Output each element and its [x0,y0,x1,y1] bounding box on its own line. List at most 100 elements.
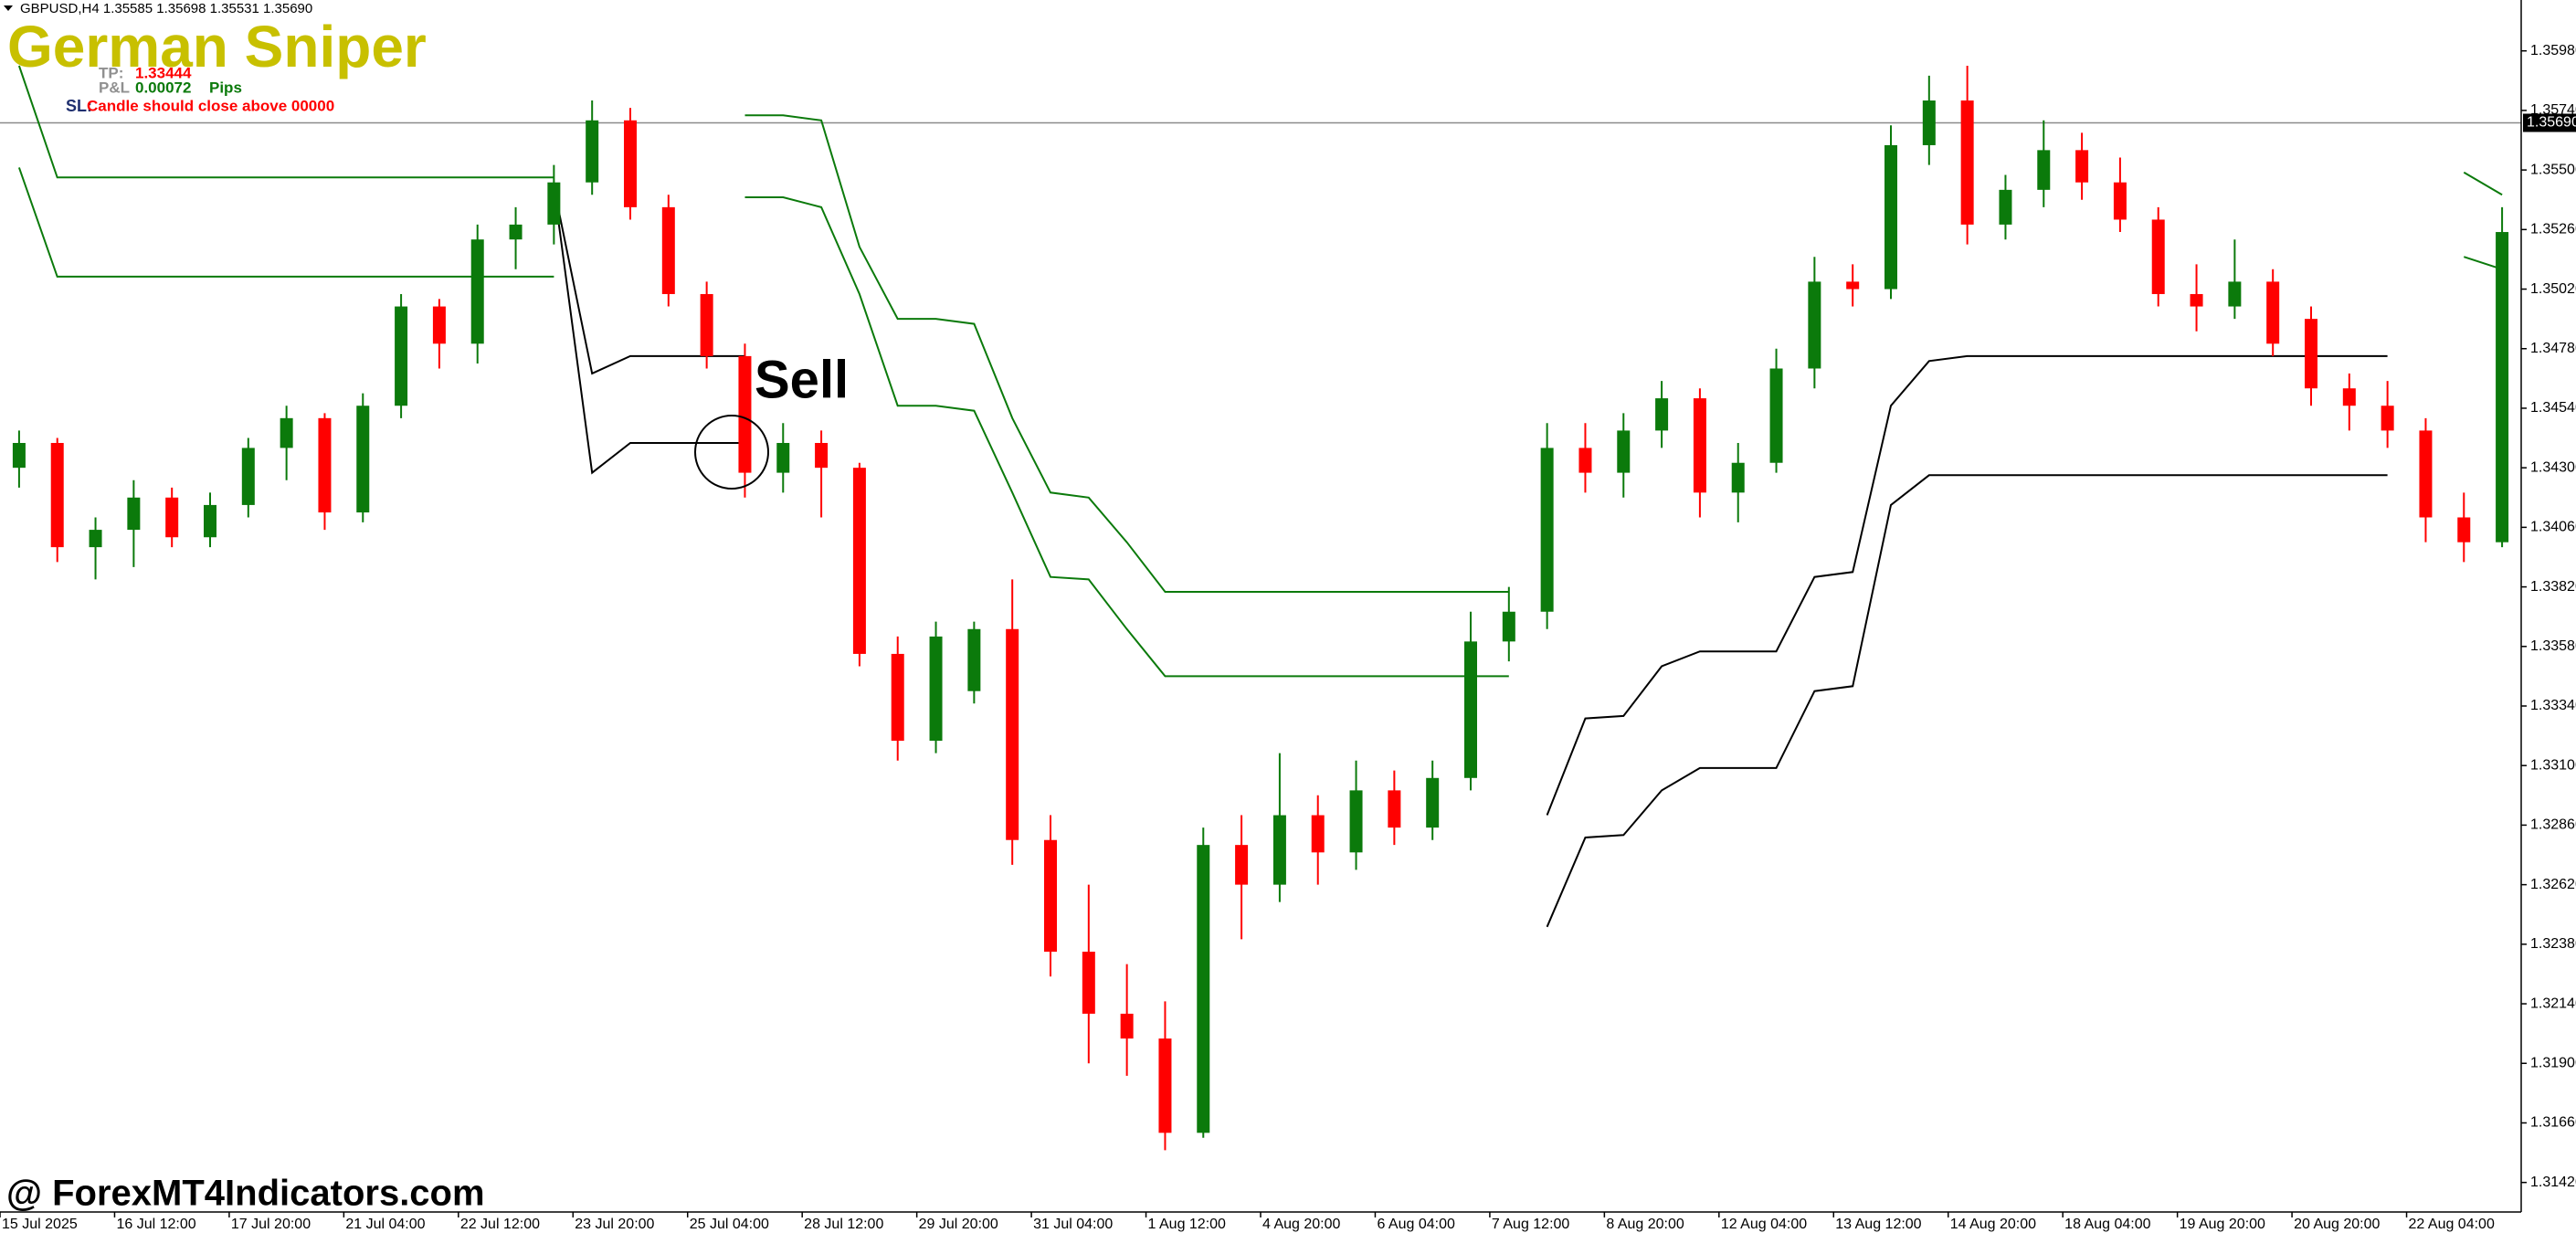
candle-body [738,355,752,473]
y-tick-label: 1.35980 [2530,43,2576,58]
tp-value: 1.33444 [135,64,192,81]
x-tick-label: 16 Jul 12:00 [116,1217,195,1232]
y-tick-label: 1.32140 [2530,996,2576,1011]
y-tick-label: 1.32860 [2530,817,2576,833]
x-tick-label: 6 Aug 04:00 [1377,1217,1455,1232]
y-tick-label: 1.34300 [2530,459,2576,475]
y-tick-label: 1.35260 [2530,222,2576,237]
candle-body [1006,628,1019,840]
x-tick-label: 13 Aug 12:00 [1835,1217,1921,1232]
candle-body [1731,462,1745,493]
candle-body [241,448,255,505]
menu-triangle[interactable] [4,5,13,11]
candle-body [1655,398,1669,431]
symbol-info: GBPUSD,H4 1.35585 1.35698 1.35531 1.3569… [20,1,312,16]
candle-body [967,628,981,691]
x-tick-label: 18 Aug 04:00 [2064,1217,2150,1232]
candle-body [1197,845,1210,1133]
y-tick-label: 1.35500 [2530,162,2576,177]
y-tick-label: 1.33580 [2530,638,2576,654]
x-tick-label: 31 Jul 04:00 [1033,1217,1113,1232]
candle-body [50,442,64,548]
candle-body [891,653,904,742]
y-tick-label: 1.34060 [2530,520,2576,535]
x-tick-label: 15 Jul 2025 [2,1217,78,1232]
candle-body [2419,430,2433,518]
price-label-box [2523,113,2576,132]
candle-body [1272,815,1286,885]
y-tick-label: 1.32620 [2530,877,2576,892]
indicator-line [553,186,2388,816]
candle-body [1044,839,1057,952]
pl-label: P&L [99,79,130,96]
candle-body [165,497,179,538]
y-tick-label: 1.32380 [2530,936,2576,952]
candle-body [1464,641,1477,778]
sl-label: SL: [66,97,92,115]
candle-body [852,468,866,654]
x-tick-label: 22 Jul 12:00 [460,1217,540,1232]
candle-body [1769,368,1783,463]
candle-body [661,206,675,294]
candle-body [2151,219,2165,294]
candle-body [1311,815,1325,853]
candle-body [2113,182,2127,220]
y-tick-label: 1.33820 [2530,579,2576,595]
candle-body [1693,398,1706,493]
candle-body [1082,951,1095,1014]
candle-body [2381,406,2394,431]
candle-body [395,306,408,406]
pl-unit: Pips [209,79,242,96]
y-tick-label: 1.34540 [2530,400,2576,416]
candle-body [2266,281,2280,344]
x-tick-label: 22 Aug 04:00 [2409,1217,2495,1232]
x-tick-label: 14 Aug 20:00 [1950,1217,2036,1232]
x-tick-label: 29 Jul 20:00 [919,1217,998,1232]
candle-body [2457,517,2471,543]
candle-body [432,306,446,344]
candle-body [2228,281,2242,307]
x-tick-label: 20 Aug 20:00 [2294,1217,2380,1232]
candle-body [318,417,332,513]
candle-body [1426,777,1440,828]
x-tick-label: 4 Aug 20:00 [1262,1217,1341,1232]
candle-body [2496,232,2509,543]
x-tick-label: 19 Aug 20:00 [2180,1217,2265,1232]
watermark: @ ForexMT4Indicators.com [6,1174,485,1214]
candle-body [12,442,26,469]
candle-body [1349,790,1363,853]
x-tick-label: 28 Jul 12:00 [804,1217,883,1232]
candle-body [1617,430,1631,473]
candle-body [700,293,713,356]
candle-body [1158,1038,1172,1133]
plot-area [0,65,2521,1151]
signal-label: Sell [755,350,849,409]
candle-body [280,417,293,448]
y-tick-label: 1.33340 [2530,698,2576,713]
x-tick-label: 23 Jul 20:00 [575,1217,654,1232]
candle-body [1846,281,1860,290]
y-tick-label: 1.35020 [2530,281,2576,297]
x-tick-label: 1 Aug 12:00 [1148,1217,1227,1232]
candle-body [929,636,943,742]
pl-value: 0.00072 [135,79,191,96]
candle-body [2190,293,2203,307]
y-tick-label: 1.31420 [2530,1175,2576,1190]
sl-text: Candle should close above 00000 [87,97,334,114]
candle-body [1960,100,1974,225]
candle-body [204,504,216,538]
candle-body [547,182,561,225]
candle-body [1578,448,1592,473]
candle-body [1388,790,1401,828]
candle-body [509,224,523,240]
candle-body [1502,611,1515,642]
candle-body [470,239,484,344]
candle-body [2305,319,2317,389]
candle-body [1540,448,1554,612]
signal-circle [694,415,769,490]
candle-body [1884,144,1897,290]
indicator-line [17,65,2503,593]
y-tick-label: 1.34780 [2530,341,2576,356]
y-tick-label: 1.33100 [2530,757,2576,773]
